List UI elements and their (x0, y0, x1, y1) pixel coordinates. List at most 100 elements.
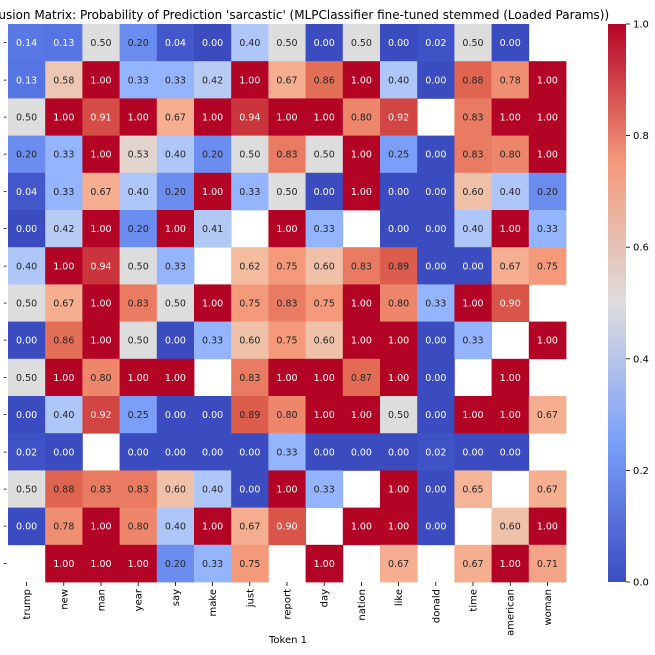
x-tick-label: say (171, 589, 182, 606)
cell-value-label: 0.80 (388, 299, 409, 310)
cell-value-label: 1.00 (90, 522, 111, 533)
cell-value-label: 0.20 (537, 187, 558, 198)
cell-value-label: 1.00 (53, 261, 74, 272)
heatmap-cell (82, 24, 120, 62)
cell-value-label: 0.00 (128, 447, 149, 458)
heatmap-cell (194, 98, 232, 136)
heatmap-cell (342, 433, 381, 471)
cell-value-label: 0.83 (90, 485, 111, 496)
cell-value-label: 1.00 (351, 410, 372, 421)
cell-value-label: 0.60 (239, 336, 260, 347)
heatmap-cell (8, 135, 46, 174)
heatmap-cell (156, 433, 195, 471)
cell-value-label: 0.62 (239, 261, 260, 272)
heatmap-cell (231, 321, 269, 360)
heatmap-cell (119, 321, 158, 360)
cell-value-label: 0.00 (16, 224, 37, 235)
heatmap-cell (380, 210, 418, 248)
cell-value-label: 1.00 (128, 373, 149, 384)
cell-value-label: 0.00 (425, 485, 446, 496)
cell-value-label: 0.00 (165, 447, 186, 458)
cell-value-label: 0.00 (425, 336, 446, 347)
heatmap-cell (156, 396, 195, 434)
cell-value-label: 0.88 (462, 75, 483, 86)
heatmap-cell (305, 247, 344, 285)
y-tick-label: - (3, 372, 7, 383)
heatmap-cell (380, 433, 418, 471)
heatmap-cell (45, 470, 83, 508)
cell-value-label: 1.00 (128, 113, 149, 124)
heatmap-cell (194, 172, 232, 211)
cell-value-label: 0.94 (239, 113, 260, 124)
cell-value-label: 1.00 (537, 113, 558, 124)
heatmap-cell (8, 210, 46, 248)
cell-value-label: 1.00 (351, 150, 372, 161)
heatmap-cell (156, 507, 195, 546)
heatmap-cell (417, 470, 455, 508)
heatmap-cell (194, 507, 232, 546)
cell-value-label: 0.00 (425, 224, 446, 235)
heatmap-cell (231, 247, 269, 285)
cell-value-label: 1.00 (90, 299, 111, 310)
cell-value-label: 1.00 (500, 113, 521, 124)
cell-value-label: 0.67 (388, 559, 409, 570)
x-tick-label: donald (431, 589, 442, 623)
cell-value-label: 0.00 (351, 447, 372, 458)
cell-value-label: 1.00 (537, 336, 558, 347)
heatmap-cell (491, 24, 530, 62)
cell-value-label: 0.20 (16, 150, 37, 161)
heatmap-cell (156, 172, 195, 211)
cell-value-label: 0.75 (314, 299, 335, 310)
cell-value-label: 0.00 (202, 447, 223, 458)
cell-value-label: 0.40 (500, 187, 521, 198)
heatmap-cell (82, 507, 120, 546)
cell-value-label: 0.67 (53, 299, 74, 310)
heatmap-cell (231, 98, 269, 136)
cell-value-label: 0.50 (276, 38, 297, 49)
cell-value-label: 0.00 (425, 150, 446, 161)
y-tick-label: - (3, 261, 7, 272)
cell-value-label: 0.00 (388, 38, 409, 49)
heatmap-cell (417, 210, 455, 248)
cell-value-label: 0.33 (462, 336, 483, 347)
heatmap-cell (119, 470, 158, 508)
heatmap-cell (342, 172, 381, 211)
heatmap-cell (380, 24, 418, 62)
heatmap-cell (8, 247, 46, 285)
heatmap-cell (268, 210, 306, 248)
heatmap-cell (82, 210, 120, 248)
cell-value-label: 0.50 (16, 299, 37, 310)
cell-value-label: 0.00 (462, 447, 483, 458)
heatmap-cell (305, 358, 344, 397)
heatmap-cell (268, 321, 306, 360)
heatmap-cell (194, 284, 232, 322)
heatmap-cell (380, 470, 418, 508)
cell-value-label: 0.89 (239, 410, 260, 421)
heatmap-cell (82, 135, 120, 174)
cell-value-label: 1.00 (128, 559, 149, 570)
heatmap-cell (380, 61, 418, 99)
heatmap-cell (82, 470, 120, 508)
heatmap-cell (231, 61, 269, 99)
heatmap-cell (342, 358, 381, 397)
heatmap-cell (45, 98, 83, 136)
heatmap-cell (82, 284, 120, 322)
heatmap-cell (268, 24, 306, 62)
cell-value-label: 0.75 (239, 299, 260, 310)
heatmap-cell (119, 507, 158, 546)
heatmap-cell (8, 284, 46, 322)
colorbar-tick-label: 0.8 (633, 131, 649, 142)
heatmap-cell (454, 210, 492, 248)
cell-value-label: 0.50 (351, 38, 372, 49)
x-tick-label: nation (357, 589, 368, 621)
cell-value-label: 1.00 (314, 373, 335, 384)
cell-value-label: 0.33 (202, 559, 223, 570)
cell-value-label: 0.65 (462, 485, 483, 496)
heatmap-cell (528, 507, 567, 546)
y-tick-label: - (3, 224, 7, 235)
heatmap-cell (380, 396, 418, 434)
heatmap-cell (380, 98, 418, 136)
heatmap-cell (305, 396, 344, 434)
x-tick-label: make (208, 589, 219, 616)
cell-value-label: 1.00 (202, 187, 223, 198)
